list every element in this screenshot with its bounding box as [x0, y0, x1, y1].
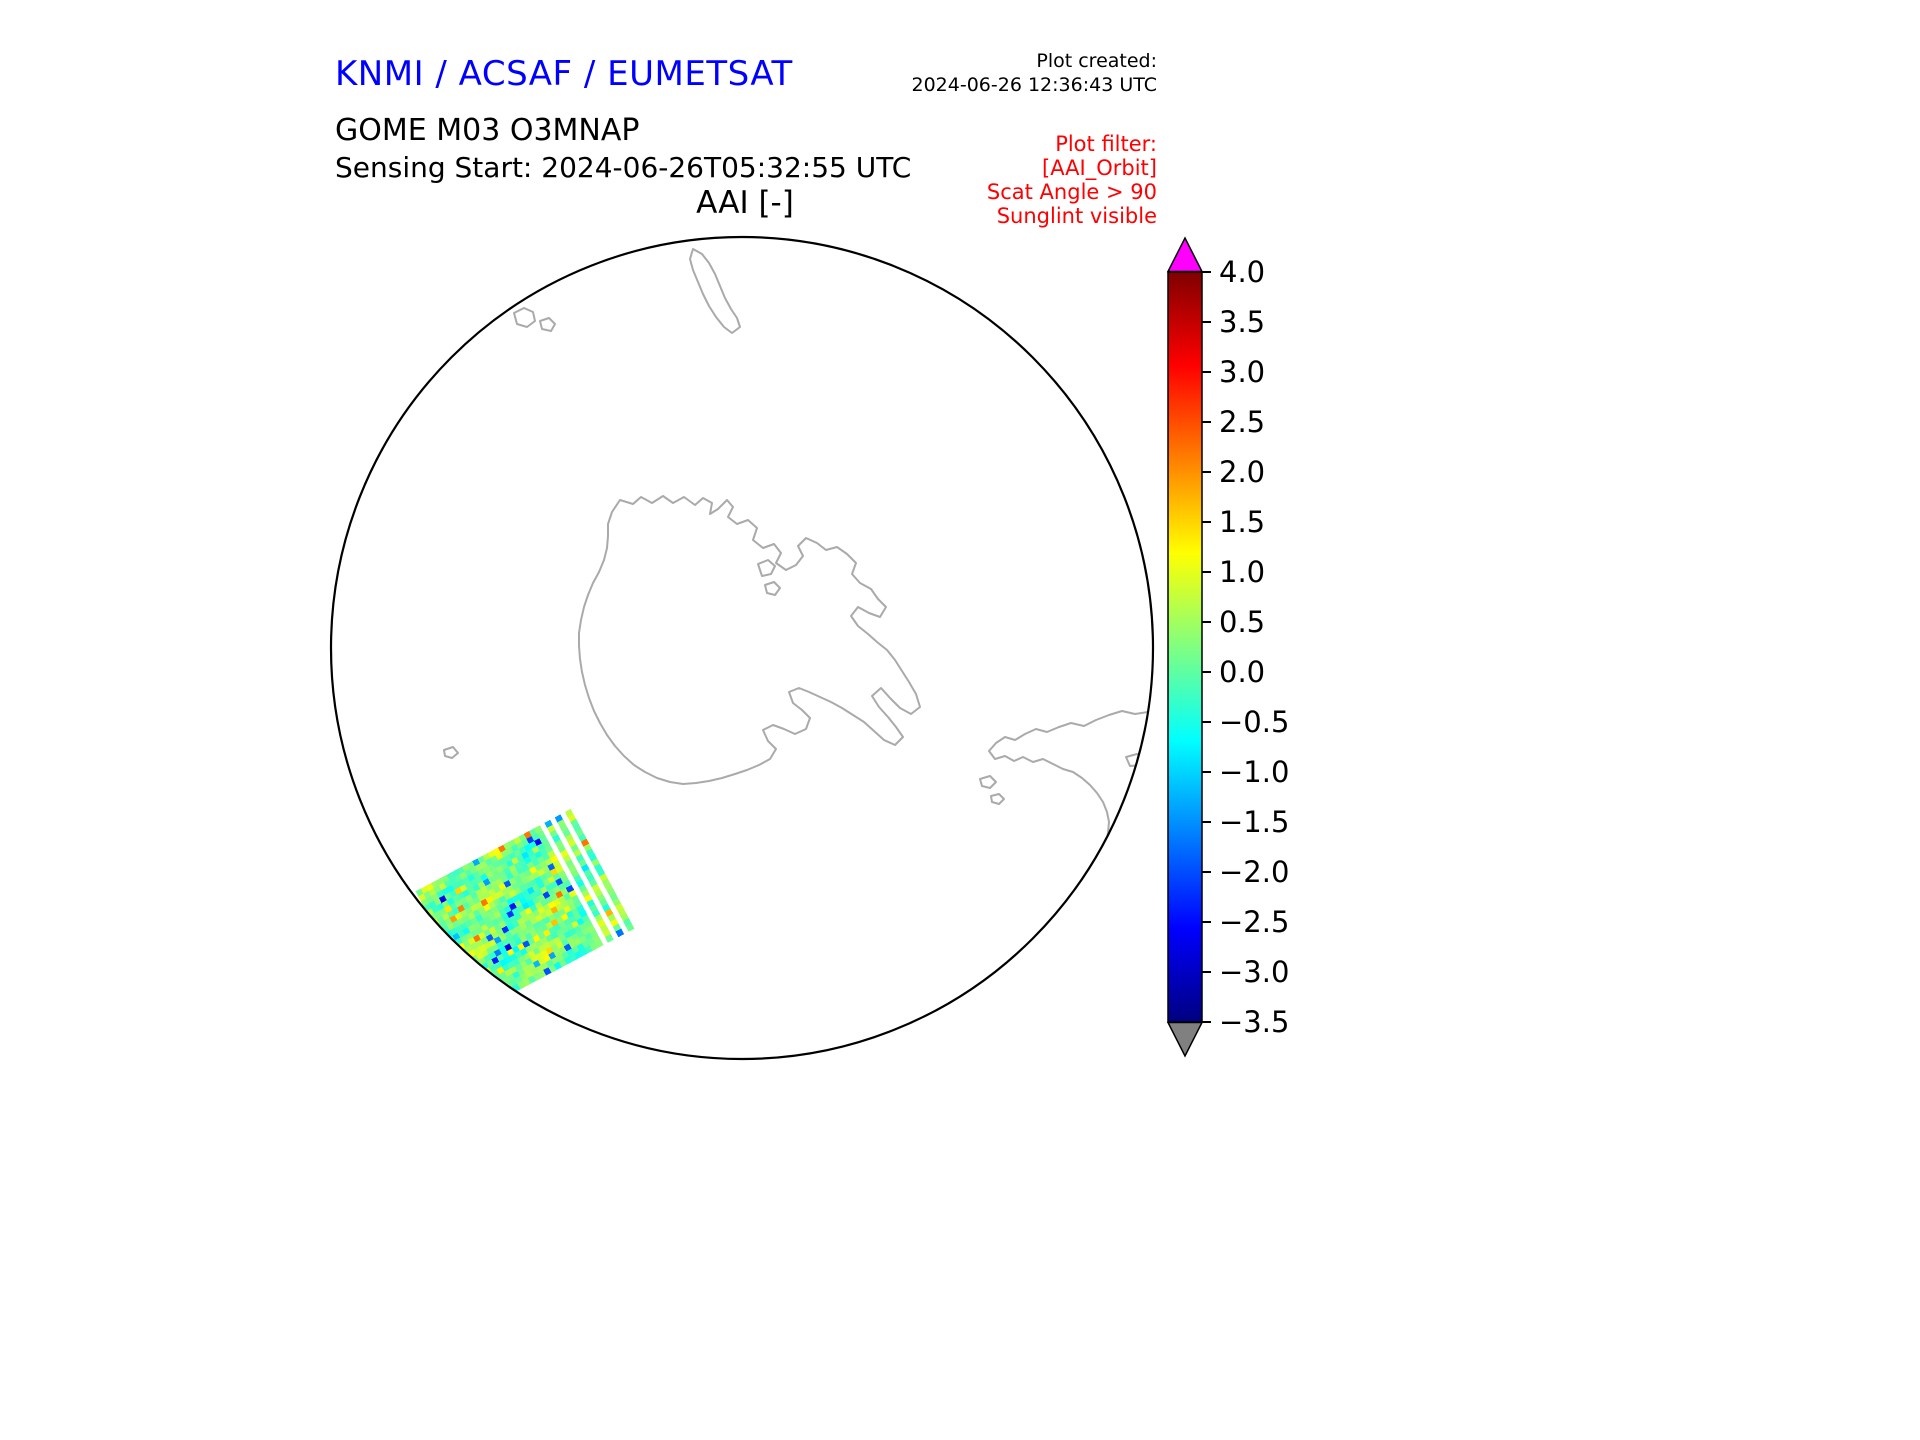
colorbar-tick-label: 2.5: [1219, 405, 1265, 439]
colorbar-tick-label: −3.0: [1219, 955, 1289, 989]
colorbar-tick-label: 3.0: [1219, 355, 1265, 389]
swath-cell: [463, 977, 472, 987]
swath-cell: [465, 969, 475, 979]
plot-filter-title: Plot filter:: [1055, 132, 1157, 156]
coastline-3: [689, 248, 741, 334]
swath-cell: [449, 952, 459, 962]
colorbar-ticks: 4.0 3.5 3.0 2.5 2.0 1.5 1.0 0.5 0.0 −0.5 −1.0 −1.5 −…: [1202, 255, 1289, 1039]
swath-cell: [491, 981, 501, 991]
coastline-7: [988, 710, 1149, 844]
swath-cell: [476, 989, 485, 999]
swath-cell: [476, 977, 485, 986]
colorbar: 4.0 3.5 3.0 2.5 2.0 1.5 1.0 0.5 0.0 −0.5 −1.0 −1.5 −…: [1166, 236, 1289, 1058]
swath-cell: [468, 987, 478, 997]
plot-title: AAI [-]: [696, 185, 794, 221]
swath-cell: [468, 962, 477, 971]
swath-cell: [457, 967, 467, 977]
swath-cell: [483, 979, 493, 989]
colorbar-tick-label: 2.0: [1219, 455, 1265, 489]
swath-cell: [455, 962, 464, 972]
swath-cell: [594, 939, 604, 949]
swath-cell: [483, 992, 493, 1001]
swath-cell: [478, 982, 488, 991]
swath-cell: [481, 987, 491, 996]
swath-cell: [468, 974, 477, 984]
sensing-start: Sensing Start: 2024-06-26T05:32:55 UTC: [335, 151, 912, 184]
colorbar-tick-label: −1.0: [1219, 755, 1289, 789]
swath-cell: [486, 984, 496, 994]
swath-cell: [447, 947, 456, 957]
plot-filter-block: Plot filter: [AAI_Orbit] Scat Angle > 90…: [850, 132, 1157, 228]
colorbar-tick-label: 0.5: [1219, 605, 1265, 639]
colorbar-tick-label: 3.5: [1219, 305, 1265, 339]
swath-cell: [470, 967, 480, 976]
swath-cell: [489, 989, 498, 998]
swath-cell: [481, 999, 491, 1009]
plot-created-block: Plot created: 2024-06-26 12:36:43 UTC: [807, 49, 1158, 97]
colorbar-tick-label: −0.5: [1219, 705, 1289, 739]
colorbar-under-arrow: [1166, 1021, 1204, 1058]
swath-cell: [442, 937, 451, 947]
colorbar-tick-label: 1.0: [1219, 555, 1265, 589]
swath-cell: [465, 982, 475, 992]
swath-cell: [460, 972, 470, 982]
colorbar-gradient-bar: [1167, 271, 1203, 1023]
plot-created-label: Plot created:: [1036, 50, 1157, 72]
coastline-9: [990, 793, 1005, 805]
swath-cell: [478, 994, 488, 1004]
swath-cell: [473, 984, 483, 994]
coastline-2: [764, 581, 781, 596]
swath-cell: [473, 972, 483, 981]
swath-cell: [476, 1002, 486, 1012]
plot-filter-line-2: Scat Angle > 90: [986, 180, 1157, 204]
plot-filter-line-3: Sunglint visible: [996, 204, 1157, 228]
colorbar-tick-label: 4.0: [1219, 255, 1265, 289]
coastline-6: [443, 746, 459, 759]
swath-cell: [486, 996, 496, 1006]
swath-cell: [496, 991, 506, 1001]
swath-cell: [502, 988, 511, 998]
coastlines: [443, 248, 1149, 844]
colorbar-tick-label: 0.0: [1219, 655, 1265, 689]
colorbar-tick-label: 1.5: [1219, 505, 1265, 539]
coastline-0: [578, 495, 921, 785]
colorbar-tick-label: −3.5: [1219, 1005, 1289, 1039]
coastline-1: [757, 559, 776, 577]
swath-cell: [455, 950, 464, 959]
swath-cell: [452, 957, 462, 967]
swath-cell: [470, 979, 480, 989]
swath-cell: [481, 974, 490, 984]
swath-cell: [473, 997, 483, 1007]
plot-created-value: 2024-06-26 12:36:43 UTC: [911, 74, 1158, 96]
colorbar-tick-label: −1.5: [1219, 805, 1289, 839]
map-boundary-circle: [329, 235, 1155, 1061]
swath-cell: [460, 960, 470, 969]
colorbar-over-arrow: [1166, 236, 1204, 273]
colorbar-tick-label: −2.0: [1219, 855, 1289, 889]
swath-cell: [605, 934, 614, 943]
org-title: KNMI / ACSAF / EUMETSAT: [335, 54, 793, 94]
coastline-8: [979, 775, 997, 789]
swath-cell: [491, 994, 501, 1003]
coastline-4: [513, 307, 536, 328]
aai-data-swath: [415, 808, 635, 1012]
swath-cell: [625, 923, 635, 932]
swath-cell: [457, 955, 467, 964]
swath-cell: [463, 964, 472, 974]
coastline-5: [539, 317, 556, 332]
colorbar-tick-label: −2.5: [1219, 905, 1289, 939]
product-name: GOME M03 O3MNAP: [335, 113, 640, 148]
swath-cell: [494, 986, 503, 996]
swath-cell: [444, 942, 454, 952]
plot-filter-line-1: [AAI_Orbit]: [1042, 156, 1157, 180]
swath-cell: [615, 928, 625, 938]
swath-cell: [471, 992, 480, 1002]
